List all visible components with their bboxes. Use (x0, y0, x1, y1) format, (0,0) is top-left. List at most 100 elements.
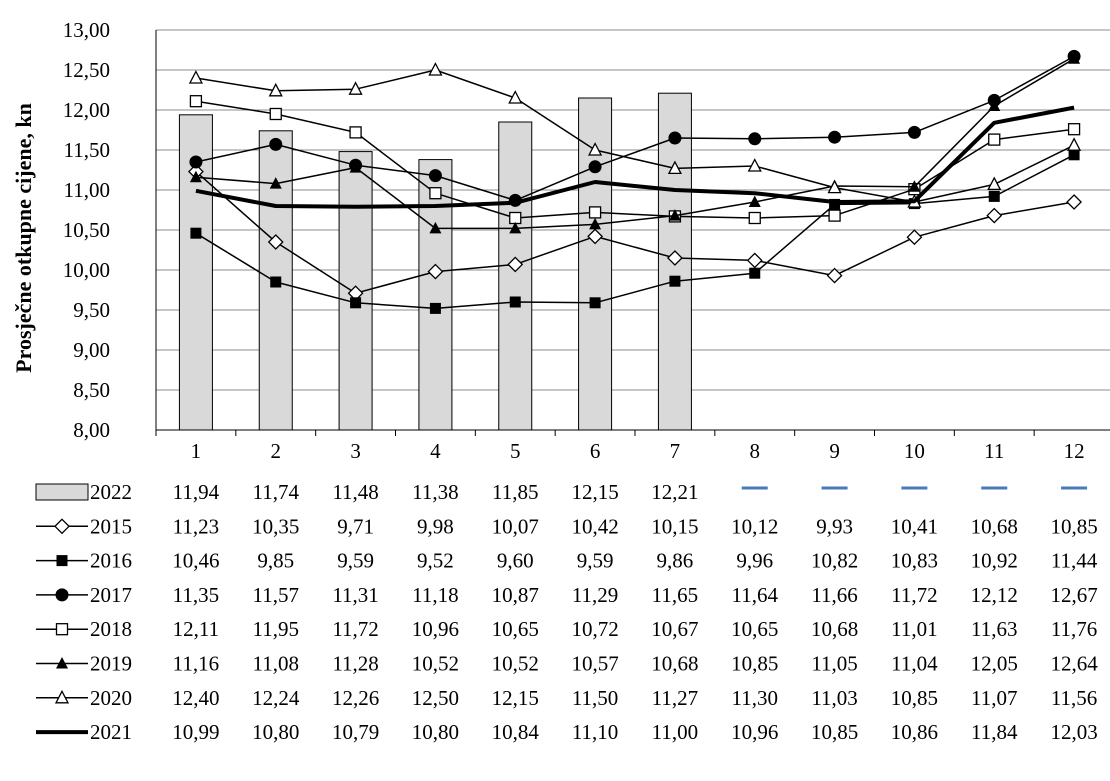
table-cell: 11,03 (811, 686, 857, 710)
point-2015 (267, 234, 284, 250)
series-line-2017 (195, 55, 1075, 202)
legend-key-2022 (35, 483, 89, 501)
x-tick-label: 2 (271, 439, 282, 463)
table-cell: 10,68 (651, 652, 698, 676)
table-cell: 12,24 (252, 686, 300, 710)
bar-2022 (418, 159, 453, 431)
table-cell: 10,82 (811, 549, 858, 573)
legend-label-2022: 2022 (90, 480, 132, 504)
y-tick-label: 8,50 (73, 378, 110, 402)
point-2017 (668, 131, 682, 145)
table-cell: 11,64 (732, 583, 779, 607)
series-line-2020 (195, 69, 1075, 203)
point-2016 (270, 276, 282, 288)
legend-label-2016: 2016 (90, 549, 132, 573)
series-2020 (188, 62, 1082, 208)
point-2016 (829, 198, 841, 210)
series-2015 (187, 163, 1083, 302)
table-cell: 10,84 (492, 720, 540, 744)
legend-label-2017: 2017 (90, 583, 132, 607)
table-cell: 11,56 (1051, 686, 1097, 710)
table-row-2017: 2017 11,35 11,57 11,31 11,18 10,87 11,29 11,65 1… (36, 583, 1098, 607)
x-tick-label: 7 (670, 439, 681, 463)
table-cell: 10,96 (412, 617, 459, 641)
point-2017 (828, 130, 842, 144)
point-2016 (669, 275, 681, 287)
table-cell: 9,85 (257, 549, 294, 573)
table-cell: 10,57 (571, 652, 618, 676)
table-cell: 10,46 (172, 549, 219, 573)
table-cell: 10,65 (731, 617, 778, 641)
bar-series-2022 (178, 92, 692, 431)
series-line-2018 (195, 100, 1075, 219)
table-cell: 10,68 (811, 617, 858, 641)
table-cell: 11,30 (732, 686, 778, 710)
table-cell: 10,96 (731, 720, 778, 744)
point-2016 (589, 297, 601, 309)
table-cell: 10,68 (971, 514, 1018, 538)
table-cell: 11,29 (572, 583, 618, 607)
table-cell: 11,04 (891, 652, 938, 676)
x-tick-label: 10 (904, 439, 925, 463)
table-cell: 10,99 (172, 720, 219, 744)
table-cell: 9,71 (337, 514, 374, 538)
y-tick-label: 13,00 (63, 18, 110, 42)
legend-marker (55, 588, 69, 602)
x-tick-label: 8 (750, 439, 761, 463)
point-2020 (588, 142, 603, 156)
point-2018 (1067, 123, 1081, 136)
y-tick-label: 9,50 (73, 298, 110, 322)
table-cell: 10,15 (651, 514, 698, 538)
point-2020 (987, 176, 1002, 191)
table-cell: 11,84 (971, 720, 1018, 744)
table-cell: 11,05 (811, 652, 857, 676)
table-cell: 11,76 (1051, 617, 1097, 641)
table-cell: 10,35 (252, 514, 299, 538)
table-cell: 10,52 (412, 652, 459, 676)
table-cell: 11,35 (173, 583, 219, 607)
table-cell: 10,92 (971, 549, 1018, 573)
table-cell: 11,72 (891, 583, 937, 607)
series-2017 (189, 49, 1081, 207)
table-cell: 11,01 (891, 617, 937, 641)
point-2015 (986, 207, 1003, 224)
legend-label-2015: 2015 (90, 514, 132, 538)
table-cell: 12,40 (172, 686, 219, 710)
axes: 1 2 3 4 5 6 7 8 9 10 11 12 (155, 30, 1110, 463)
legend-marker (55, 623, 69, 636)
table-cell: 12,03 (1050, 720, 1097, 744)
point-2015 (666, 250, 683, 266)
point-2016 (350, 297, 362, 309)
point-2016 (429, 302, 441, 314)
table-row-2016: 2016 10,46 9,85 9,59 9,52 9,60 9,59 9,86 9,96 10,… (36, 549, 1098, 573)
data-table: 2022 11,94 11,74 11,48 11,38 11,85 12,15 12,212… (35, 480, 1098, 744)
table-cell: 10,85 (891, 686, 938, 710)
line-series-group (187, 49, 1083, 314)
point-2020 (188, 70, 203, 84)
point-2019 (908, 180, 921, 192)
point-2019 (509, 221, 522, 234)
legend-label-2019: 2019 (90, 652, 132, 676)
y-tick-label: 8,00 (73, 418, 110, 442)
table-cell: 11,66 (811, 583, 857, 607)
point-2015 (427, 263, 444, 280)
point-2019 (189, 170, 202, 183)
table-cell: 10,85 (1050, 514, 1097, 538)
y-tick-label: 11,50 (64, 138, 110, 162)
y-tick-label: 10,00 (63, 258, 110, 282)
table-cell: 10,80 (252, 720, 299, 744)
table-cell: 9,98 (417, 514, 454, 538)
legend-key-2019 (36, 657, 88, 669)
y-axis-label: Prosječne otkupne cijene, kn (11, 103, 36, 373)
table-cell: 11,94 (173, 480, 220, 504)
y-tick-label: 10,50 (63, 218, 110, 242)
table-cell: 9,93 (816, 514, 853, 538)
table-cell: 10,07 (492, 514, 539, 538)
table-cell: 9,86 (657, 549, 694, 573)
point-2016 (749, 267, 761, 279)
x-tick-label: 5 (510, 439, 521, 463)
table-cell: 11,10 (572, 720, 618, 744)
point-2019 (589, 217, 602, 230)
legend-key-2018 (36, 623, 88, 636)
